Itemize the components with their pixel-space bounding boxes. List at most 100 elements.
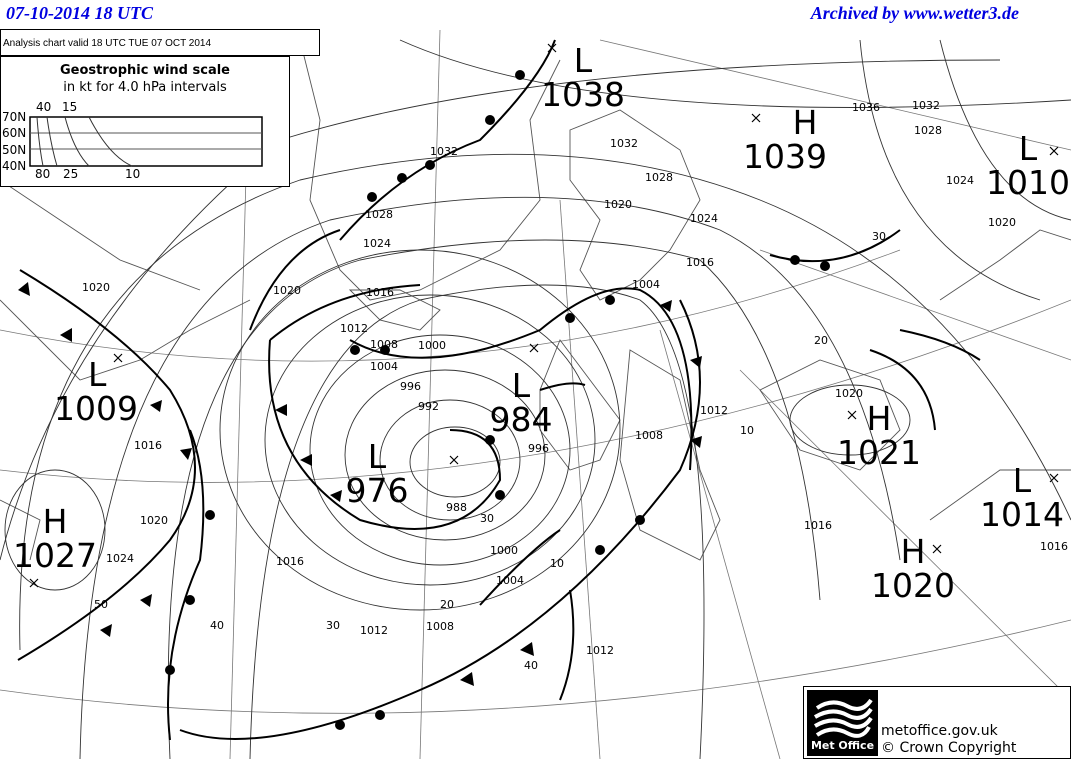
isobar-label: 1028: [914, 124, 942, 137]
met-office-logo: Met Office: [807, 690, 878, 756]
system-type: L: [1018, 129, 1038, 168]
met-office-credit: Met Office metoffice.gov.uk © Crown Copy…: [803, 686, 1071, 759]
isobar-label: 1024: [363, 237, 391, 250]
isobar-label: 1016: [366, 286, 394, 299]
grid-label: 30: [326, 619, 340, 632]
grid-label: 30: [872, 230, 886, 243]
isobar-label: 996: [528, 442, 549, 455]
isobar-label: 1020: [140, 514, 168, 527]
isobar-label: 1024: [946, 174, 974, 187]
isobar-label: 1004: [496, 574, 524, 587]
bottom-label: 25: [63, 167, 79, 181]
occluded-front: [167, 429, 205, 741]
grid-label: 40: [524, 659, 538, 672]
pressure-center-high: H 1027: [10, 505, 100, 573]
isobar-label: 1016: [686, 256, 714, 269]
lat-label: 40N: [2, 159, 27, 173]
isobar-label: 1012: [700, 404, 728, 417]
isobar-label: 1024: [690, 212, 718, 225]
center-markers: [29, 43, 1059, 588]
system-pressure: 976: [345, 471, 409, 510]
lat-label: 50N: [2, 143, 27, 157]
system-pressure: 1021: [837, 433, 921, 472]
isobar-label: 1004: [632, 278, 660, 291]
system-pressure: 1020: [871, 566, 955, 605]
system-pressure: 1027: [13, 536, 97, 575]
isobar-label: 1032: [610, 137, 638, 150]
isobar-label: 1020: [835, 387, 863, 400]
system-type: L: [88, 355, 107, 394]
isobar-label: 992: [418, 400, 439, 413]
grid-labels: 40 30 20 10 10 20 30 50 40 30: [94, 230, 886, 672]
system-type: H: [42, 502, 68, 541]
archive-credit: Archived by www.wetter3.de: [810, 3, 1019, 23]
isobar-label: 988: [446, 501, 467, 514]
grid-label: 50: [94, 598, 108, 611]
system-type: L: [1012, 461, 1032, 500]
isobar-label: 1036: [852, 101, 880, 114]
system-pressure: 984: [489, 400, 553, 439]
isobar-label: 1028: [645, 171, 673, 184]
logo-text: Met Office: [810, 739, 875, 752]
system-pressure: 1009: [54, 389, 138, 428]
isobar-label: 1012: [340, 322, 368, 335]
front-symbols: [18, 70, 830, 730]
bottom-label: 80: [35, 167, 51, 181]
wind-scale-subtitle: in kt for 4.0 hPa intervals: [63, 80, 227, 95]
chart-date: 07-10-2014 18 UTC: [6, 3, 153, 23]
coastlines: [0, 39, 1071, 561]
lat-label: 60N: [2, 126, 27, 140]
pressure-center-high: H 1021: [834, 402, 924, 470]
bottom-label: 10: [125, 167, 141, 181]
grid-label: 10: [550, 557, 564, 570]
grid-label: 10: [740, 424, 754, 437]
isobar-label: 1016: [276, 555, 304, 568]
pressure-center-low: L 984: [476, 369, 566, 437]
isobar-label: 1000: [418, 339, 446, 352]
waves-icon: [813, 698, 873, 738]
fronts: [17, 39, 981, 741]
isobar-label: 1020: [604, 198, 632, 211]
isobar-label: 1012: [360, 624, 388, 637]
wind-scale-graph: [29, 116, 263, 167]
site-text: metoffice.gov.uk: [881, 723, 998, 739]
wind-scale-title: Geostrophic wind scale: [59, 63, 230, 78]
isobar-label: 996: [400, 380, 421, 393]
copyright-text: © Crown Copyright: [881, 740, 1017, 756]
cold-front: [17, 269, 196, 661]
isobar-label: 1008: [426, 620, 454, 633]
isobar-labels: 1032 1028 1024 1020 1016 1012 1008 1004 …: [82, 99, 1068, 657]
isobar-label: 1000: [490, 544, 518, 557]
pressure-center-low: L 1010: [983, 132, 1071, 200]
grid-label: 20: [814, 334, 828, 347]
system-type: L: [511, 366, 531, 405]
pressure-center-low: L 1009: [50, 358, 140, 426]
isobars: [0, 39, 1071, 759]
system-type: H: [792, 103, 818, 142]
system-type: H: [866, 399, 892, 438]
top-label: 40: [36, 100, 52, 114]
isobar-label: 1012: [586, 644, 614, 657]
grid-label: 20: [440, 598, 454, 611]
pressure-center-high: H 1039: [740, 106, 830, 174]
warm-front: [339, 39, 556, 241]
occluded-front: [268, 339, 502, 530]
system-type: H: [900, 532, 926, 571]
wind-scale-legend: Geostrophic wind scale in kt for 4.0 hPa…: [0, 56, 290, 187]
isobar-label: 1024: [106, 552, 134, 565]
grid-label: 30: [480, 512, 494, 525]
pressure-center-low: L 1014: [977, 464, 1067, 532]
pressure-center-high: H 1020: [868, 535, 958, 603]
isobar-label: 1016: [804, 519, 832, 532]
isobar-label: 1008: [370, 338, 398, 351]
isobar-label: 1020: [988, 216, 1016, 229]
system-pressure: 1039: [743, 137, 827, 176]
isobar-label: 1020: [82, 281, 110, 294]
isobar-label: 1032: [430, 145, 458, 158]
occluded-front: [349, 287, 693, 471]
system-pressure: 1014: [980, 495, 1064, 534]
grid-label: 40: [210, 619, 224, 632]
trough: [559, 589, 575, 701]
warm-front: [269, 284, 421, 341]
isobar-label: 1028: [365, 208, 393, 221]
